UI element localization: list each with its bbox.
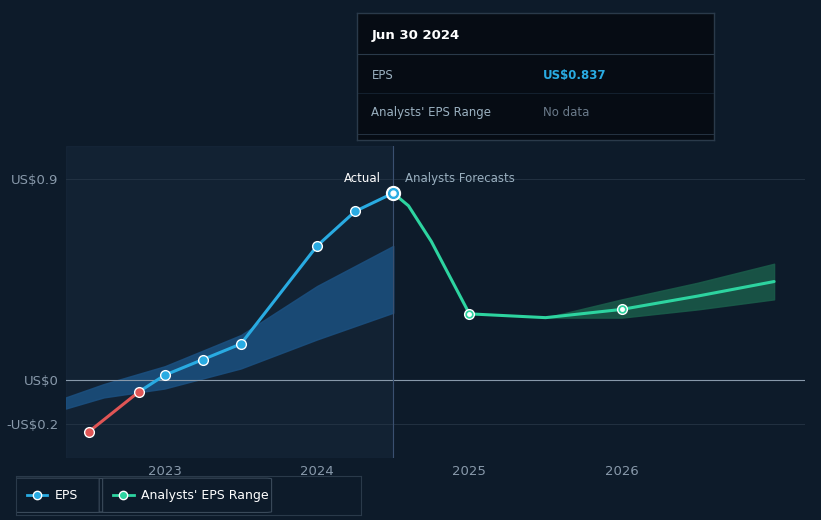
Text: Actual: Actual [344, 172, 381, 185]
Text: US$0.837: US$0.837 [543, 69, 607, 82]
Text: No data: No data [543, 106, 589, 119]
Text: Jun 30 2024: Jun 30 2024 [371, 30, 460, 43]
Text: Analysts Forecasts: Analysts Forecasts [406, 172, 516, 185]
Text: Analysts' EPS Range: Analysts' EPS Range [140, 489, 268, 502]
Text: EPS: EPS [54, 489, 78, 502]
Text: EPS: EPS [371, 69, 393, 82]
Bar [66, 146, 393, 458]
Text: Analysts' EPS Range: Analysts' EPS Range [371, 106, 492, 119]
